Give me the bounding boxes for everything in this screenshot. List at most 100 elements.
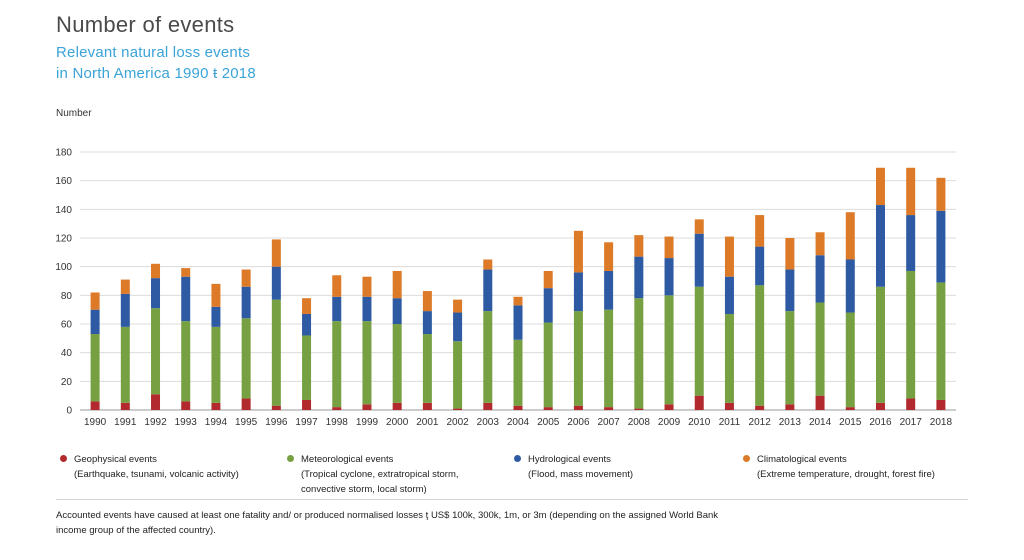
bar-segment-climatological-1999 — [362, 276, 372, 297]
bar-segment-climatological-2008 — [634, 235, 644, 257]
legend-desc-geophysical: (Earthquake, tsunami, volcanic activity) — [74, 469, 239, 480]
x-tick-label-2002: 2002 — [446, 417, 469, 428]
bar-segment-climatological-2015 — [845, 212, 855, 260]
bar-segment-climatological-2007 — [604, 242, 614, 271]
legend-item-climatological: Climatological events (Extreme temperatu… — [743, 452, 935, 482]
subtitle-line-1: Relevant natural loss events — [56, 44, 251, 61]
bar-segment-climatological-2014 — [815, 232, 825, 256]
y-tick-label: 80 — [61, 291, 73, 302]
y-tick-label: 180 — [55, 148, 72, 159]
bar-segment-hydrological-2009 — [664, 258, 674, 296]
bar-segment-meteorological-2002 — [453, 341, 463, 409]
y-tick-label: 160 — [55, 176, 72, 187]
bar-segment-meteorological-2010 — [694, 286, 704, 396]
bar-segment-climatological-2011 — [724, 236, 734, 277]
x-tick-label-2014: 2014 — [809, 417, 832, 428]
legend-desc-climatological: (Extreme temperature, drought, forest fi… — [757, 469, 935, 480]
y-tick-label: 60 — [61, 320, 73, 331]
bar-segment-meteorological-2012 — [755, 285, 765, 406]
bar-segment-climatological-1993 — [181, 268, 191, 277]
bar-segment-geophysical-2014 — [815, 395, 825, 410]
bar-segment-geophysical-2001 — [422, 402, 432, 410]
bar-segment-geophysical-2013 — [785, 404, 795, 410]
bar-segment-climatological-2004 — [513, 296, 523, 306]
bar-segment-geophysical-1991 — [120, 402, 130, 410]
bar-segment-hydrological-2014 — [815, 255, 825, 303]
x-tick-label-2000: 2000 — [386, 417, 409, 428]
bar-segment-meteorological-1990 — [90, 334, 100, 402]
x-tick-label-2013: 2013 — [779, 417, 802, 428]
bar-segment-climatological-2005 — [543, 270, 553, 289]
bar-segment-geophysical-1990 — [90, 401, 100, 410]
x-tick-label-1993: 1993 — [175, 417, 198, 428]
legend-desc-meteorological-2: convective storm, local storm) — [301, 484, 427, 495]
bar-segment-meteorological-2006 — [573, 311, 583, 406]
bar-segment-meteorological-1993 — [181, 321, 191, 402]
bar-segment-hydrological-2017 — [906, 215, 916, 271]
bar-segment-meteorological-1991 — [120, 326, 130, 403]
bar-segment-climatological-1996 — [271, 239, 281, 267]
bar-segment-climatological-1998 — [332, 275, 342, 297]
x-tick-label-1998: 1998 — [326, 417, 349, 428]
footnote-divider — [56, 499, 968, 500]
bar-segment-meteorological-2007 — [604, 309, 614, 408]
bar-segment-climatological-2002 — [453, 299, 463, 313]
bar-segment-hydrological-2011 — [724, 276, 734, 314]
bar-segment-geophysical-2008 — [634, 408, 644, 410]
bar-segment-geophysical-2006 — [573, 405, 583, 410]
legend-label-climatological: Climatological events — [757, 454, 847, 465]
bar-segment-meteorological-1995 — [241, 318, 251, 399]
bar-segment-geophysical-2009 — [664, 404, 674, 410]
x-tick-label-2003: 2003 — [477, 417, 500, 428]
bar-segment-geophysical-1993 — [181, 401, 191, 410]
x-tick-label-1992: 1992 — [144, 417, 167, 428]
x-tick-label-1996: 1996 — [265, 417, 288, 428]
x-tick-label-1990: 1990 — [84, 417, 107, 428]
x-tick-label-2011: 2011 — [719, 417, 741, 428]
legend-label-geophysical: Geophysical events — [74, 454, 157, 465]
bar-segment-geophysical-1996 — [271, 405, 281, 410]
bar-segment-climatological-2010 — [694, 219, 704, 234]
bar-segment-meteorological-2004 — [513, 339, 523, 406]
bar-segment-climatological-2017 — [906, 167, 916, 216]
y-tick-label: 120 — [55, 234, 72, 245]
bar-segment-geophysical-2012 — [755, 405, 765, 410]
chart-title: Number of events — [56, 12, 235, 37]
bar-segment-meteorological-1994 — [211, 326, 221, 403]
bar-segment-geophysical-2003 — [483, 402, 493, 410]
bar-segment-hydrological-1995 — [241, 286, 251, 319]
y-axis-label: Number — [56, 108, 92, 119]
bar-segment-meteorological-2000 — [392, 324, 402, 403]
bar-segment-hydrological-2002 — [453, 312, 463, 342]
y-tick-label: 0 — [66, 406, 72, 417]
bar-segment-hydrological-2016 — [875, 205, 885, 287]
x-tick-label-2007: 2007 — [597, 417, 620, 428]
bar-segment-climatological-1995 — [241, 269, 251, 287]
bar-segment-climatological-2013 — [785, 238, 795, 270]
bar-segment-hydrological-2003 — [483, 269, 493, 312]
footnote-line-2: income group of the affected country). — [56, 525, 216, 536]
x-tick-label-2010: 2010 — [688, 417, 711, 428]
bar-segment-climatological-2018 — [936, 177, 946, 211]
legend-dot-hydrological — [514, 455, 521, 462]
legend-dot-geophysical — [60, 455, 67, 462]
bar-segment-meteorological-2014 — [815, 302, 825, 396]
bar-segment-climatological-1991 — [120, 279, 130, 294]
bar-segment-meteorological-2017 — [906, 270, 916, 399]
bar-segment-meteorological-1996 — [271, 299, 281, 406]
bar-segment-hydrological-2006 — [573, 272, 583, 312]
bar-segment-climatological-2012 — [755, 215, 765, 247]
bar-segment-climatological-2001 — [422, 291, 432, 312]
bar-segment-geophysical-2018 — [936, 399, 946, 410]
x-tick-label-1999: 1999 — [356, 417, 379, 428]
y-tick-label: 40 — [61, 348, 73, 359]
legend-item-hydrological: Hydrological events (Flood, mass movemen… — [514, 452, 633, 482]
x-tick-label-2018: 2018 — [930, 417, 953, 428]
legend-item-meteorological: Meteorological events (Tropical cyclone,… — [287, 452, 459, 497]
bar-segment-hydrological-2015 — [845, 259, 855, 313]
bar-segment-geophysical-2002 — [453, 408, 463, 410]
legend-desc-meteorological-1: (Tropical cyclone, extratropical storm, — [301, 469, 459, 480]
bar-segment-geophysical-2007 — [604, 407, 614, 410]
bar-segment-climatological-1992 — [151, 263, 161, 279]
bar-segment-climatological-1990 — [90, 292, 100, 310]
